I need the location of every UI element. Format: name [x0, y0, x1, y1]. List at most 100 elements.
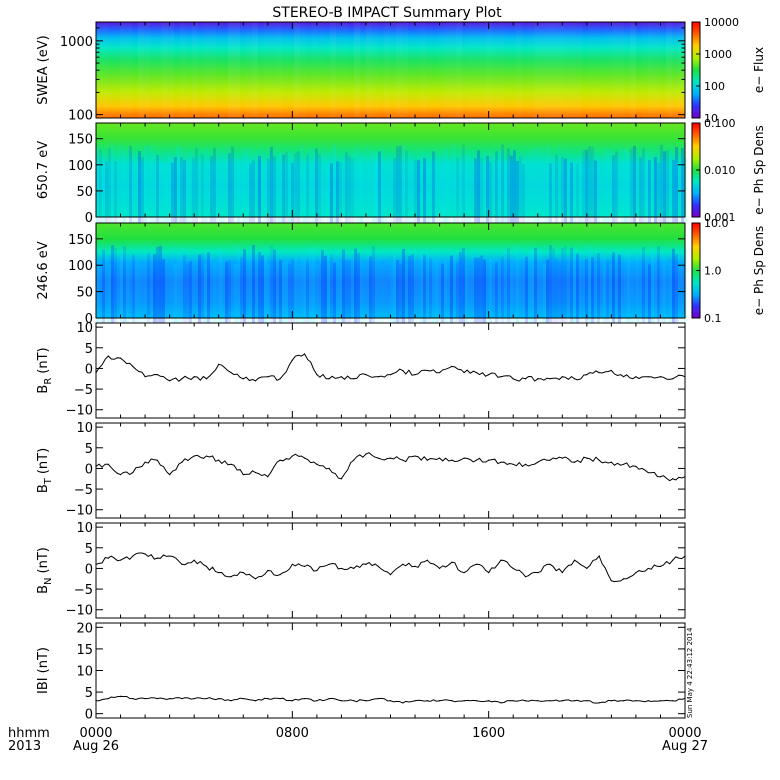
x-tick-label: 0800 [276, 726, 309, 741]
data-point [561, 457, 563, 459]
data-point [573, 461, 576, 463]
data-point [414, 455, 416, 457]
data-point [389, 700, 392, 702]
colorbar-label: e− Ph Sp Dens [752, 226, 766, 315]
data-point [156, 459, 158, 461]
data-point [205, 565, 208, 567]
data-point [659, 565, 662, 567]
data-point [119, 695, 122, 698]
data-point [144, 376, 146, 378]
data-point [340, 567, 343, 570]
data-point [537, 461, 539, 463]
data-point [414, 700, 416, 702]
data-point [267, 376, 269, 378]
data-point [598, 555, 600, 557]
data-point [328, 467, 330, 470]
data-point [623, 578, 625, 580]
data-point [573, 378, 576, 380]
y-tick-label: −5 [74, 583, 93, 598]
y-tick-label: −5 [74, 483, 93, 498]
y-tick-label: −10 [66, 604, 93, 619]
data-point [181, 563, 183, 565]
data-point [119, 559, 122, 561]
x-row-label-hhmm: hhmm [8, 726, 50, 741]
data-point [451, 459, 453, 461]
colorbar-tick-label: 0.100 [704, 117, 736, 130]
panel-swea: 10 100 1000 10000 e− Flux 100 1000 SWEA (eV) [36, 16, 766, 125]
series-line-br [95, 353, 686, 382]
y-tick-label: 0 [85, 708, 93, 723]
data-point [279, 378, 281, 380]
data-point [316, 700, 318, 702]
y-tick-label: 15 [76, 643, 93, 658]
y-tick-label: 0 [85, 462, 93, 477]
data-point [623, 463, 625, 465]
series-line-bn [95, 552, 686, 583]
data-point [524, 463, 527, 465]
y-axis-label: 650.7 eV [36, 141, 51, 199]
data-point [635, 376, 637, 378]
data-point [242, 378, 244, 380]
data-point [659, 700, 662, 702]
data-point [144, 697, 146, 700]
data-point [242, 474, 244, 476]
x-row-label-year: 2013 [8, 739, 41, 754]
data-point [623, 376, 625, 378]
data-point [193, 455, 195, 457]
data-point [267, 569, 269, 572]
colorbar-tick-label: 0.1 [704, 312, 722, 325]
panel-frame [95, 622, 686, 719]
y-axis-label-unit: (nT) [36, 647, 51, 673]
data-point [672, 378, 674, 380]
data-point [414, 565, 416, 567]
heatmap-pad650 [96, 123, 685, 217]
data-point [291, 700, 293, 702]
data-point [426, 369, 428, 372]
data-point [169, 697, 171, 700]
panel-pad246: 0.1 1.0 10.0 e− Ph Sp Dens 0 50 100 150 246.6 eV [36, 217, 766, 327]
figure-title: STEREO-B IMPACT Summary Plot [272, 5, 502, 21]
data-point [242, 571, 244, 574]
data-point [328, 563, 330, 565]
data-point [659, 476, 662, 478]
data-point [156, 697, 158, 700]
y-tick-label: 10 [76, 521, 93, 536]
data-point [304, 565, 306, 567]
data-point [365, 453, 367, 455]
data-point [451, 561, 453, 563]
y-tick-label: 50 [76, 286, 93, 301]
data-point [304, 697, 306, 700]
data-point [475, 459, 477, 461]
data-point [144, 461, 146, 463]
data-point [561, 376, 563, 378]
data-point [402, 702, 404, 704]
data-point [377, 376, 379, 378]
x-date-label: Aug 26 [73, 739, 119, 754]
data-point [488, 374, 490, 376]
data-point [132, 555, 134, 557]
y-axis-label-subscript: T [43, 477, 54, 485]
y-tick-label: 100 [68, 109, 93, 124]
data-point [218, 697, 220, 700]
y-tick-label: 5 [85, 342, 93, 357]
data-point [254, 578, 257, 580]
data-point [377, 457, 379, 459]
data-point [340, 478, 343, 480]
data-point [586, 374, 588, 376]
data-point [463, 457, 465, 459]
colorbar-tick-label: 100 [704, 80, 725, 93]
data-point [389, 457, 392, 459]
y-axis-label-subscript: R [43, 378, 54, 385]
data-point [647, 471, 649, 474]
data-point [438, 700, 441, 702]
colorbar-pad246: 0.1 1.0 10.0 e− Ph Sp Dens [691, 217, 766, 325]
data-point [610, 369, 612, 372]
y-tick-label: 100 [68, 159, 93, 174]
data-point [647, 376, 649, 378]
y-tick-label: 150 [68, 233, 93, 248]
data-point [451, 365, 453, 367]
data-point [144, 553, 146, 555]
data-point [365, 700, 367, 702]
